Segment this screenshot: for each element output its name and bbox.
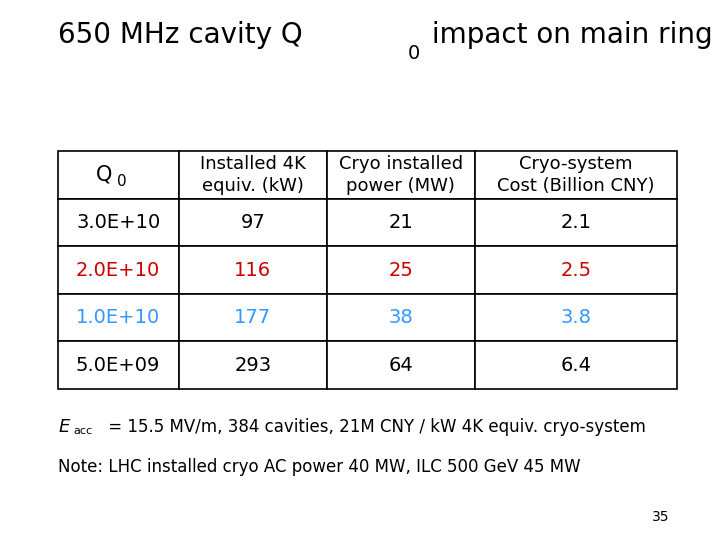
Text: 2.1: 2.1 xyxy=(560,213,591,232)
Text: 64: 64 xyxy=(389,355,413,375)
Text: acc: acc xyxy=(73,427,93,436)
Text: 650 MHz cavity Q: 650 MHz cavity Q xyxy=(58,21,302,49)
Text: 1.0E+10: 1.0E+10 xyxy=(76,308,161,327)
Text: 0: 0 xyxy=(408,44,420,63)
Text: 2.0E+10: 2.0E+10 xyxy=(76,260,161,280)
Text: 116: 116 xyxy=(234,260,271,280)
Text: 177: 177 xyxy=(234,308,271,327)
Text: Cryo installed
power (MW): Cryo installed power (MW) xyxy=(339,155,463,195)
Text: $\it{E}$: $\it{E}$ xyxy=(58,417,71,436)
Text: 5.0E+09: 5.0E+09 xyxy=(76,355,161,375)
Text: 2.5: 2.5 xyxy=(560,260,591,280)
Text: Cryo-system
Cost (Billion CNY): Cryo-system Cost (Billion CNY) xyxy=(497,155,654,195)
Text: 38: 38 xyxy=(389,308,413,327)
Text: 293: 293 xyxy=(234,355,271,375)
Text: Installed 4K
equiv. (kW): Installed 4K equiv. (kW) xyxy=(200,155,306,195)
Text: = 15.5 MV/m, 384 cavities, 21M CNY / kW 4K equiv. cryo-system: = 15.5 MV/m, 384 cavities, 21M CNY / kW … xyxy=(103,417,646,436)
Text: Note: LHC installed cryo AC power 40 MW, ILC 500 GeV 45 MW: Note: LHC installed cryo AC power 40 MW,… xyxy=(58,458,580,476)
Text: 6.4: 6.4 xyxy=(560,355,591,375)
Text: 97: 97 xyxy=(240,213,265,232)
Text: 3.8: 3.8 xyxy=(560,308,591,327)
Text: 25: 25 xyxy=(388,260,413,280)
Text: 35: 35 xyxy=(652,510,670,524)
Text: 21: 21 xyxy=(389,213,413,232)
Text: impact on main ring cost and risk: impact on main ring cost and risk xyxy=(423,21,720,49)
Text: 3.0E+10: 3.0E+10 xyxy=(76,213,161,232)
Text: 0: 0 xyxy=(117,174,126,190)
Text: Q: Q xyxy=(96,165,112,185)
